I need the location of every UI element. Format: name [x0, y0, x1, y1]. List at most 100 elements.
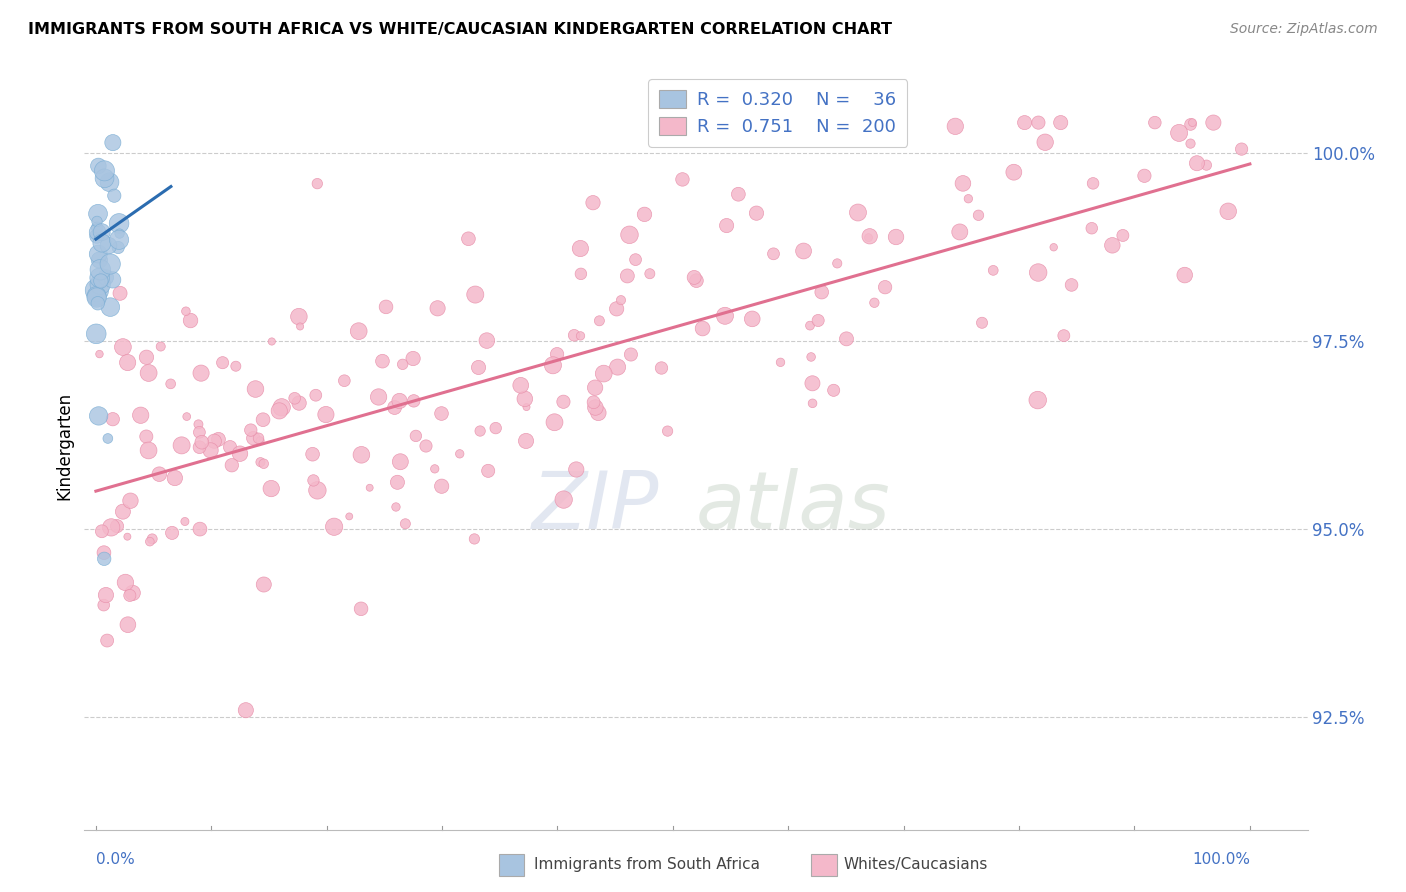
Point: [135, 429, 157, 443]
Point: [98, 300, 121, 314]
Point: [1049, 115, 1071, 129]
Text: 0.0%: 0.0%: [96, 852, 135, 867]
Point: [582, 195, 605, 210]
Point: [337, 509, 360, 524]
Point: [583, 401, 606, 415]
Point: [94, 270, 117, 285]
Point: [117, 355, 139, 369]
Point: [949, 225, 972, 239]
Point: [98, 257, 121, 271]
Point: [188, 425, 211, 440]
Point: [1081, 221, 1104, 235]
Point: [714, 309, 737, 323]
Point: [475, 334, 498, 348]
Point: [592, 367, 614, 381]
Point: [683, 270, 706, 285]
Point: [87, 247, 110, 261]
Point: [347, 324, 370, 338]
Point: [875, 280, 897, 294]
Point: [200, 443, 222, 458]
Point: [307, 177, 329, 191]
Legend: R =  0.320    N =    36, R =  0.751    N =  200: R = 0.320 N = 36, R = 0.751 N = 200: [648, 79, 907, 146]
Point: [823, 384, 845, 398]
Point: [620, 347, 643, 361]
Point: [692, 321, 714, 335]
Point: [801, 376, 824, 391]
Text: 100.0%: 100.0%: [1192, 852, 1250, 867]
Point: [1026, 393, 1049, 408]
Point: [359, 481, 381, 495]
Point: [111, 340, 134, 354]
Point: [367, 390, 389, 404]
Point: [90, 274, 112, 288]
Point: [565, 462, 588, 476]
Point: [464, 287, 486, 301]
Point: [1195, 158, 1218, 172]
Point: [624, 252, 647, 267]
Point: [160, 525, 183, 540]
Point: [229, 447, 252, 461]
Point: [207, 432, 229, 446]
Point: [249, 434, 271, 448]
Point: [188, 440, 211, 454]
Point: [187, 417, 209, 432]
Point: [606, 301, 628, 316]
Point: [89, 277, 111, 292]
Point: [305, 388, 328, 402]
Point: [105, 519, 128, 533]
Text: ZIP: ZIP: [531, 468, 659, 547]
Point: [235, 703, 257, 717]
Point: [430, 479, 453, 493]
Point: [350, 448, 373, 462]
Point: [810, 285, 832, 299]
Point: [1053, 328, 1076, 343]
Point: [288, 310, 311, 324]
Point: [430, 407, 453, 421]
Point: [302, 474, 325, 488]
Point: [1143, 115, 1166, 129]
Point: [546, 347, 568, 361]
Point: [100, 520, 122, 534]
Point: [138, 443, 160, 458]
Point: [225, 359, 247, 374]
Point: [91, 235, 114, 250]
Point: [89, 253, 111, 268]
Point: [141, 532, 163, 546]
Point: [1028, 115, 1050, 129]
Point: [463, 532, 485, 546]
Point: [606, 360, 628, 375]
Point: [174, 304, 197, 318]
Point: [943, 120, 966, 134]
Point: [825, 256, 848, 270]
Point: [86, 229, 108, 244]
Point: [170, 438, 193, 452]
Point: [477, 464, 499, 478]
Point: [260, 482, 283, 496]
Point: [582, 395, 605, 409]
Point: [288, 319, 311, 334]
Point: [569, 242, 592, 256]
Point: [202, 434, 225, 449]
Point: [89, 262, 111, 277]
Point: [108, 227, 131, 241]
Point: [716, 219, 738, 233]
Point: [1081, 177, 1104, 191]
Point: [633, 207, 655, 221]
Point: [135, 351, 157, 365]
Point: [93, 546, 115, 560]
Point: [120, 493, 142, 508]
Text: Source: ZipAtlas.com: Source: ZipAtlas.com: [1230, 22, 1378, 37]
Point: [86, 214, 108, 228]
Point: [221, 458, 243, 473]
Point: [103, 188, 125, 202]
Point: [284, 392, 307, 406]
Point: [638, 267, 661, 281]
Point: [247, 431, 270, 445]
Point: [394, 516, 416, 531]
Point: [957, 192, 980, 206]
Point: [98, 175, 121, 189]
Point: [93, 164, 115, 178]
Point: [1202, 115, 1225, 129]
Point: [87, 296, 110, 310]
Point: [89, 270, 111, 285]
